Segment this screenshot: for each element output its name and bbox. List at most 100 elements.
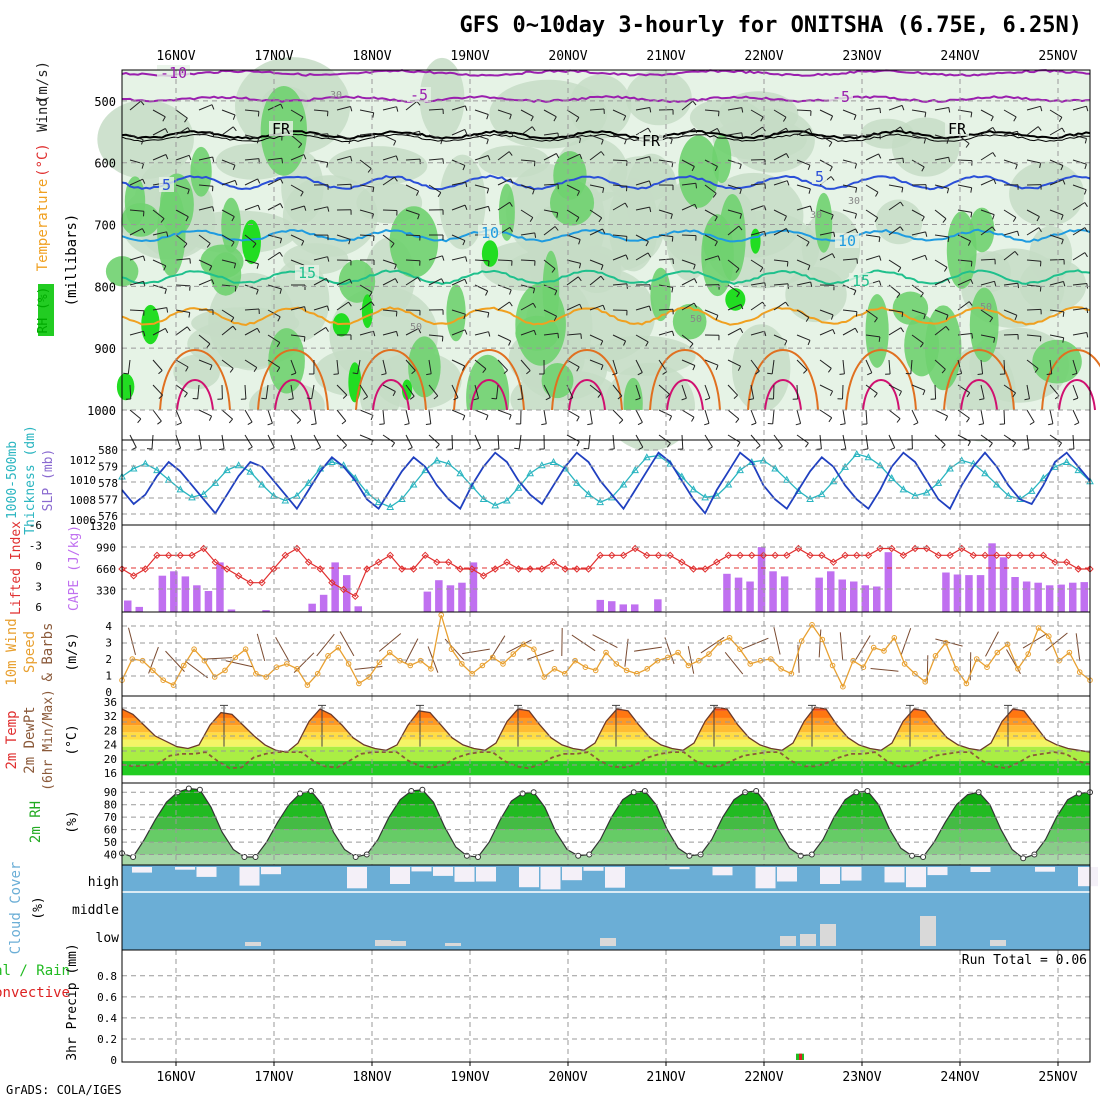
wind-barb-flag (921, 216, 925, 222)
thickness-marker (817, 490, 826, 498)
cloud-high-clear (777, 867, 797, 882)
wind-barb-flag (759, 267, 764, 273)
isotherm-label-bg (157, 65, 190, 80)
wind-barb-flag (854, 327, 859, 333)
cape-bar (827, 571, 835, 612)
wind-barb-flag (970, 187, 973, 193)
wind-barb (290, 434, 296, 449)
wind-barb (244, 109, 259, 112)
wind-barb (588, 434, 591, 449)
surface-wind-barb (378, 633, 402, 652)
wind-barb (1003, 230, 1018, 236)
wind-barb (313, 256, 328, 261)
wind-barb-flag (828, 142, 833, 147)
lifted-index-marker (188, 551, 196, 560)
wind-barb (750, 205, 765, 211)
wind-barb (566, 134, 581, 139)
cloud-high-clear (454, 867, 475, 882)
wind-barb (382, 330, 397, 336)
wind-barb (359, 209, 374, 215)
wind-barb-flag (407, 447, 413, 451)
wind-barb (589, 384, 602, 395)
wind-barb-flag (598, 217, 603, 223)
wind-barb (382, 409, 385, 424)
wind10m-panel (121, 611, 1091, 697)
wind-barb (865, 255, 880, 261)
wind-speed-marker (211, 674, 218, 680)
thickness-marker (1027, 486, 1036, 494)
wind-barb (635, 180, 650, 186)
lifted-index-marker (153, 551, 161, 560)
wind-speed-marker (417, 657, 424, 664)
li-tick-label: 0 (35, 560, 42, 573)
wind-barb (773, 384, 775, 400)
wind-barb-flag (941, 368, 946, 374)
wind-barb-flag (333, 373, 339, 375)
wind-barb-flag (956, 373, 962, 376)
lifted-index-label: Lifted Index (9, 521, 24, 615)
wind-speed-marker (304, 682, 311, 688)
wind-barb (244, 284, 259, 291)
wind-barb (520, 209, 534, 218)
wind-barb-flag (855, 187, 858, 193)
wind-barb (773, 301, 786, 311)
isotherm-label: -10 (160, 64, 187, 82)
wind-barb-flag (897, 267, 902, 273)
thickness-tick-label: 578 (98, 477, 118, 490)
wind-barb-flag (209, 365, 213, 371)
wind-barb (635, 156, 650, 161)
isotherm-30-arch (666, 379, 704, 411)
precip-run-total: Run Total = 0.06 (962, 953, 1087, 968)
isotherm-label-bg (849, 273, 873, 288)
wind-barb-flag (856, 258, 858, 264)
thickness-marker (246, 467, 255, 475)
wind-barb-flag (352, 372, 358, 375)
isotherm-label: -5 (832, 88, 850, 106)
wind-barb (1072, 384, 1079, 399)
wind-barb-flag (795, 423, 801, 426)
cloud-low-bar (245, 942, 261, 946)
wind-barb (1049, 127, 1063, 136)
wind-barb (382, 176, 395, 186)
wind-barb-flag (396, 331, 399, 337)
wind-barb-flag (913, 422, 919, 426)
wind-barb (704, 109, 720, 112)
wind-barb-flag (715, 365, 719, 370)
wind-barb-flag (301, 240, 305, 246)
wind-barb (635, 107, 650, 111)
wind-barb-flag (704, 397, 710, 401)
wind-barb-flag (739, 213, 742, 219)
rh-band (122, 842, 1090, 855)
wind-barb-flag (669, 415, 673, 421)
wind-barb (934, 184, 949, 189)
wind-barb-flag (735, 418, 740, 424)
thickness-marker (328, 458, 336, 466)
wind-barb-flag (411, 370, 416, 375)
wind-barb-flag (212, 131, 215, 137)
wind-barb (428, 134, 443, 140)
wind-speed-marker (531, 646, 537, 653)
wind-barb (382, 384, 396, 392)
wind-barb (773, 283, 789, 286)
wind-barb-flag (554, 290, 558, 296)
wind-barb-flag (473, 398, 479, 401)
thickness-marker (503, 496, 511, 504)
thickness-marker (759, 456, 768, 464)
wind-barb (635, 384, 641, 399)
wind-barb-flag (315, 446, 321, 451)
wind-barb-flag (1017, 230, 1020, 237)
wind-barb-flag (1084, 138, 1087, 144)
wind-barb (1003, 282, 1018, 286)
wind-barb (129, 309, 145, 312)
wind-barb (175, 127, 189, 136)
wind-barb-flag (855, 311, 858, 317)
rh-marker (1020, 855, 1027, 862)
legend-temperature: Temperature (35, 179, 51, 272)
wind-barb-flag (1086, 332, 1089, 338)
wind-barb (589, 209, 602, 219)
wind-barb-flag (670, 139, 673, 145)
rh-band (122, 854, 1090, 865)
wind-barb-flag (785, 301, 789, 307)
wind-barb (474, 409, 489, 416)
cloud-high-clear (669, 867, 690, 870)
